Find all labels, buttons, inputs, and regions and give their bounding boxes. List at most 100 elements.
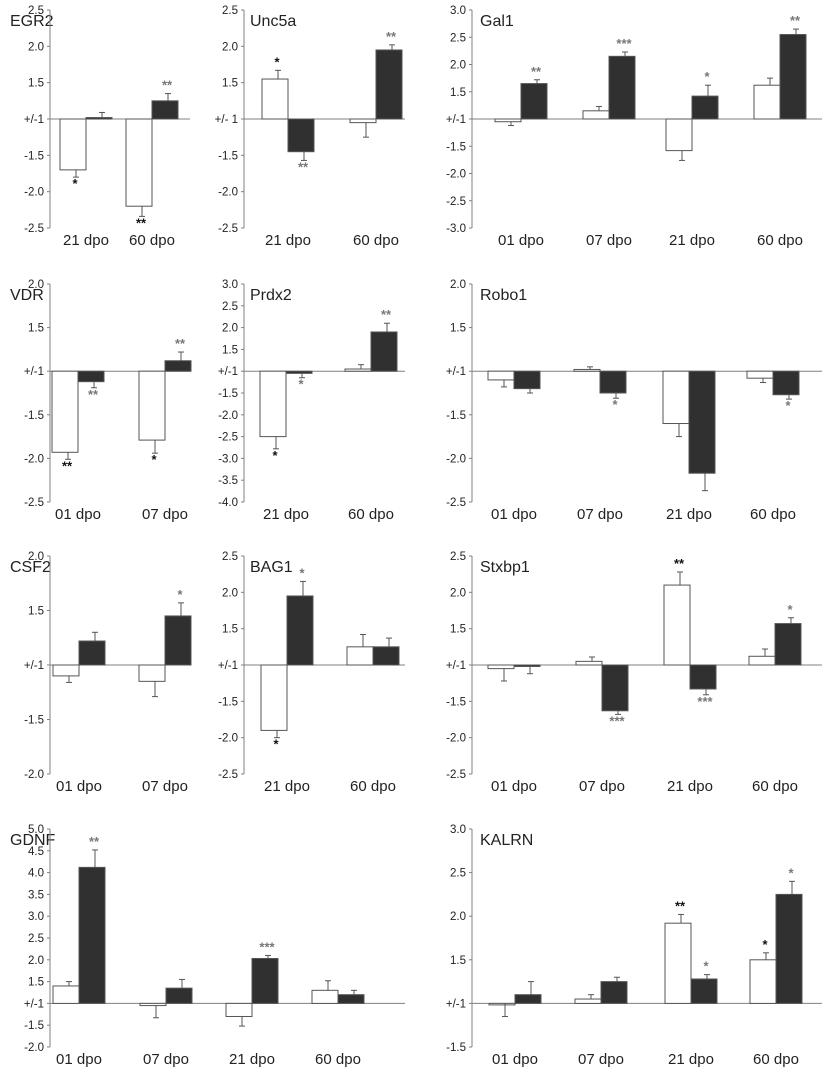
significance-stars: ** [298, 159, 309, 174]
y-tick-label: 2.0 [450, 279, 466, 291]
x-category-label: 60 dpo [752, 778, 798, 795]
x-category-label: 07 dpo [143, 1051, 189, 1068]
y-tick-label: -3.0 [218, 453, 238, 465]
y-tick-label: -1.5 [446, 696, 466, 708]
y-tick-label: 2.5 [28, 933, 44, 945]
panel-title: Stxbp1 [480, 559, 530, 576]
y-tick-label: -2.5 [218, 432, 238, 444]
panel-title: VDR [10, 287, 44, 304]
x-category-label: 21 dpo [229, 1051, 275, 1068]
significance-stars: * [177, 587, 183, 602]
y-tick-label: +/-1 [24, 366, 44, 378]
bar-a [346, 646, 374, 666]
significance-stars: *** [697, 694, 713, 709]
y-tick-label: 1.5 [28, 606, 44, 618]
bar-b [775, 893, 803, 1004]
panel-title: Robo1 [480, 287, 527, 304]
bar-a [748, 655, 776, 666]
y-tick-label: -1.5 [446, 410, 466, 422]
y-tick-label: 1.5 [28, 323, 44, 335]
x-category-label: 60 dpo [129, 232, 175, 249]
y-tick-label: -2.0 [446, 169, 466, 181]
y-tick-label: 2.5 [28, 5, 44, 17]
y-tick-label: -2.0 [218, 410, 238, 422]
y-tick-label: 2.0 [28, 955, 44, 967]
y-tick-label: 1.5 [222, 78, 238, 90]
significance-stars: ** [89, 834, 100, 849]
bar-a [225, 1002, 253, 1017]
y-tick-label: 2.5 [450, 868, 466, 880]
panel-title: Gal1 [480, 13, 514, 30]
significance-stars: * [788, 865, 794, 880]
bar-a [488, 1002, 516, 1006]
bar-a [746, 370, 774, 379]
y-tick-label: -2.0 [446, 453, 466, 465]
y-tick-label: -1.5 [24, 410, 44, 422]
x-category-label: 21 dpo [264, 778, 310, 795]
y-tick-label: 2.0 [28, 279, 44, 291]
bar-a [574, 998, 602, 1004]
significance-stars: * [785, 398, 791, 413]
y-tick-label: 2.0 [222, 41, 238, 53]
y-tick-label: 4.5 [28, 846, 44, 858]
bar-b [164, 615, 192, 666]
bar-b [78, 640, 106, 666]
y-tick-label: -3.0 [446, 223, 466, 235]
bar-b [691, 95, 719, 120]
significance-stars: ** [675, 898, 686, 913]
y-tick-label: 1.5 [450, 87, 466, 99]
x-category-label: 21 dpo [668, 1051, 714, 1068]
bar-b [285, 370, 313, 374]
significance-stars: ** [531, 64, 542, 79]
y-tick-label: -2.0 [24, 453, 44, 465]
bar-b [520, 83, 548, 120]
y-tick-label: 3.0 [28, 911, 44, 923]
bar-b [78, 866, 106, 1004]
x-category-label: 60 dpo [315, 1051, 361, 1068]
x-category-label: 21 dpo [669, 232, 715, 249]
x-category-label: 21 dpo [63, 232, 109, 249]
bar-b [608, 55, 636, 120]
significance-stars: ** [136, 215, 147, 230]
x-category-label: 01 dpo [56, 778, 102, 795]
bar-a [575, 660, 603, 666]
x-category-label: 21 dpo [263, 506, 309, 523]
significance-stars: * [272, 448, 278, 463]
x-category-label: 07 dpo [579, 778, 625, 795]
bar-b [513, 664, 541, 667]
y-tick-label: +/-1 [446, 366, 466, 378]
significance-stars: *** [616, 36, 632, 51]
x-category-label: 01 dpo [491, 778, 537, 795]
bar-b [514, 994, 542, 1004]
bar-a [51, 370, 79, 453]
bar-b [337, 994, 365, 1004]
bar-a [349, 118, 377, 124]
y-tick-label: -2.0 [24, 1042, 44, 1054]
bar-a [582, 110, 610, 120]
y-tick-label: -1.5 [446, 1042, 466, 1054]
y-tick-label: -1.5 [218, 388, 238, 400]
y-tick-label: -1.5 [24, 1020, 44, 1032]
bar-a [52, 664, 80, 677]
bar-a [494, 118, 522, 123]
bar-b [688, 370, 716, 474]
bar-a [138, 370, 166, 441]
significance-stars: ** [162, 78, 173, 93]
bar-a [260, 664, 288, 731]
y-tick-label: 2.0 [28, 41, 44, 53]
bar-b [774, 623, 802, 666]
significance-stars: * [273, 737, 279, 752]
significance-stars: ** [790, 13, 801, 28]
y-tick-label: -2.5 [24, 497, 44, 509]
x-category-label: 07 dpo [586, 232, 632, 249]
y-tick-label: -1.5 [24, 715, 44, 727]
y-tick-label: 1.5 [222, 344, 238, 356]
bar-a [753, 84, 781, 120]
significance-stars: * [299, 565, 305, 580]
y-tick-label: 1.5 [28, 977, 44, 989]
x-category-label: 07 dpo [142, 506, 188, 523]
